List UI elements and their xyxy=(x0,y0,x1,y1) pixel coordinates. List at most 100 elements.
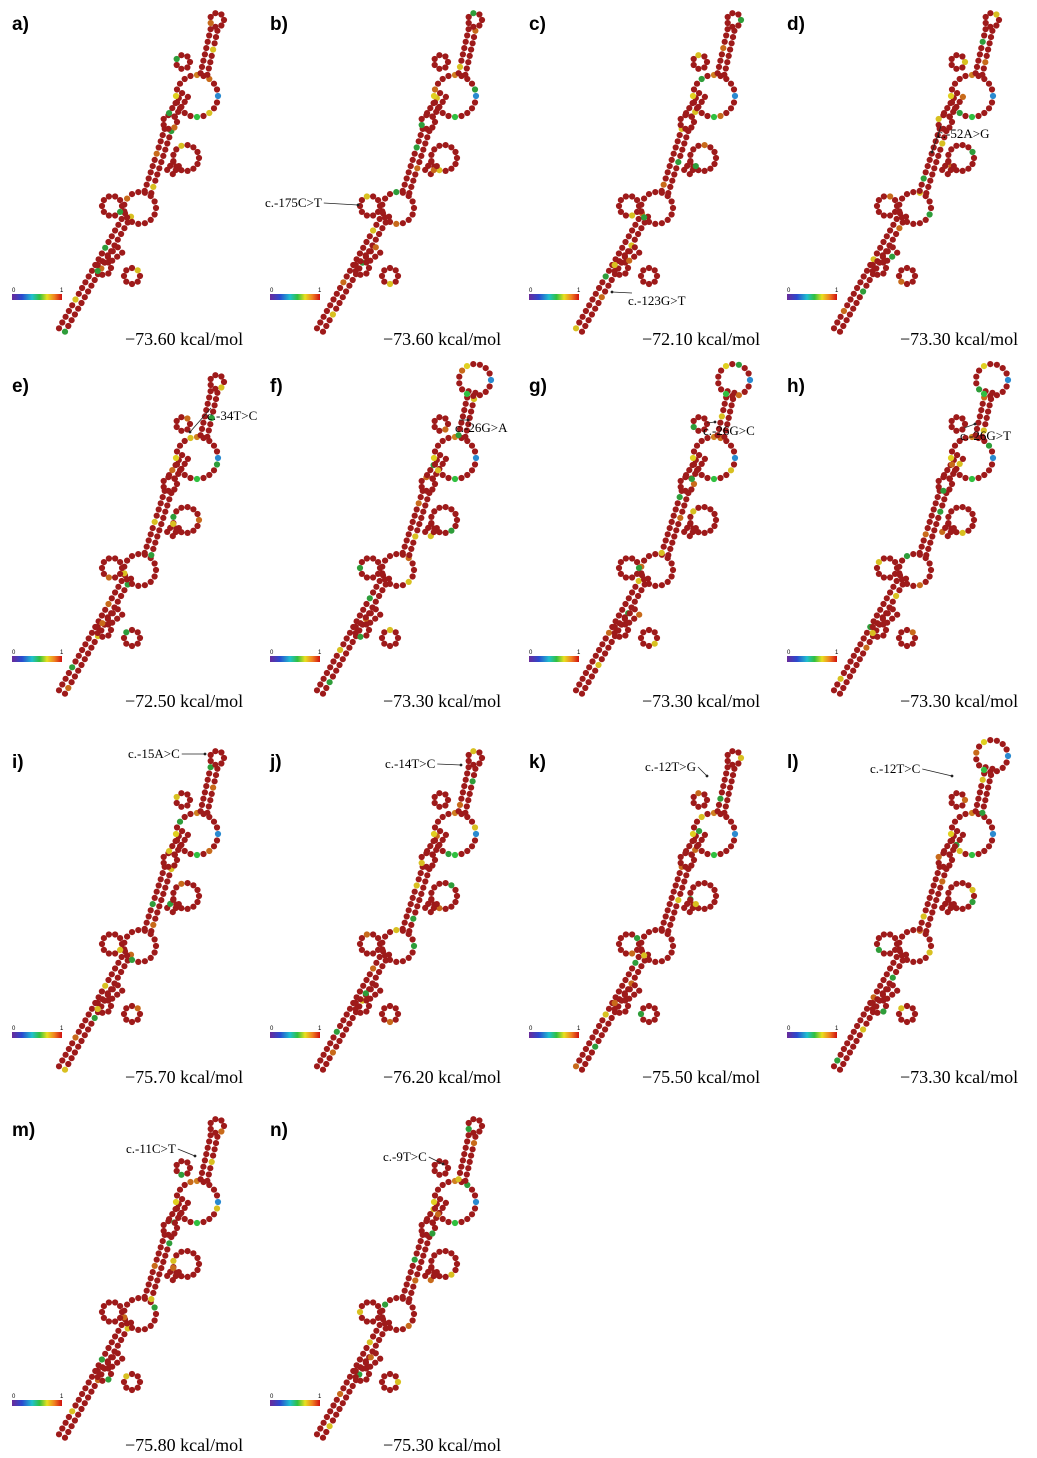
nucleotide xyxy=(214,830,222,838)
nucleotide xyxy=(592,1043,599,1050)
nucleotide xyxy=(393,189,400,196)
nucleotide xyxy=(207,1119,214,1127)
nucleotide xyxy=(690,508,697,515)
nucleotide xyxy=(468,843,476,850)
nucleotide xyxy=(212,385,219,392)
nucleotide xyxy=(836,1066,844,1073)
nucleotide xyxy=(887,193,894,200)
nucleotide xyxy=(372,606,379,613)
nucleotide xyxy=(377,1355,384,1362)
nucleotide xyxy=(927,539,934,546)
nucleotide xyxy=(664,907,671,914)
nucleotide xyxy=(343,1026,350,1033)
nucleotide xyxy=(959,791,966,798)
nucleotide xyxy=(85,1379,92,1386)
nucleotide xyxy=(212,396,220,403)
nucleotide xyxy=(576,681,583,688)
nucleotide xyxy=(393,582,400,589)
nucleotide xyxy=(211,40,218,47)
nucleotide xyxy=(448,1271,455,1278)
nucleotide xyxy=(634,197,641,204)
nucleotide xyxy=(75,667,82,674)
nucleotide xyxy=(381,1384,388,1391)
nucleotide xyxy=(375,935,382,942)
nucleotide xyxy=(439,847,446,855)
nucleotide xyxy=(675,897,682,904)
nucleotide xyxy=(715,801,723,808)
nucleotide xyxy=(944,843,951,850)
nucleotide xyxy=(201,51,208,58)
nucleotide xyxy=(735,361,742,368)
nucleotide xyxy=(717,795,724,802)
nucleotide xyxy=(688,486,695,493)
nucleotide xyxy=(187,112,194,120)
nucleotide xyxy=(722,427,729,434)
nucleotide xyxy=(370,574,377,581)
nucleotide xyxy=(909,640,916,647)
nucleotide xyxy=(339,1400,346,1407)
nucleotide xyxy=(118,577,125,585)
nucleotide xyxy=(124,576,131,583)
nucleotide xyxy=(631,974,638,981)
nucleotide xyxy=(343,1011,350,1018)
nucleotide xyxy=(956,437,963,445)
nucleotide xyxy=(68,1055,75,1062)
nucleotide xyxy=(360,244,367,251)
nucleotide xyxy=(128,1324,136,1331)
nucleotide xyxy=(728,402,735,409)
nucleotide xyxy=(366,971,373,978)
nucleotide xyxy=(899,195,906,202)
nucleotide xyxy=(160,483,167,491)
nucleotide xyxy=(471,461,479,468)
nucleotide xyxy=(893,577,900,585)
nucleotide xyxy=(372,1342,379,1349)
nucleotide xyxy=(899,576,906,583)
nucleotide xyxy=(184,455,191,462)
nucleotide xyxy=(98,250,105,257)
nucleotide xyxy=(466,790,473,797)
nucleotide xyxy=(707,506,714,513)
mutation-label: c.-11C>T xyxy=(126,1141,176,1156)
nucleotide xyxy=(115,583,122,590)
nucleotide xyxy=(357,1364,364,1371)
nucleotide xyxy=(408,183,415,190)
nucleotide xyxy=(461,45,468,52)
nucleotide xyxy=(693,818,701,825)
nucleotide xyxy=(673,165,680,172)
nucleotide xyxy=(616,996,623,1003)
nucleotide xyxy=(843,679,850,686)
nucleotide xyxy=(890,959,897,966)
nucleotide xyxy=(159,870,166,877)
nucleotide xyxy=(903,580,911,587)
nucleotide xyxy=(162,508,169,515)
nucleotide xyxy=(874,633,881,640)
nucleotide xyxy=(452,148,459,156)
nucleotide xyxy=(407,1269,414,1276)
nucleotide xyxy=(333,1396,340,1403)
nucleotide xyxy=(135,1326,142,1333)
nucleotide xyxy=(889,974,896,981)
nucleotide xyxy=(151,936,158,943)
nucleotide xyxy=(698,836,705,843)
nucleotide xyxy=(367,995,374,1002)
nucleotide xyxy=(954,452,961,459)
nucleotide xyxy=(200,1218,207,1226)
nucleotide xyxy=(969,898,976,906)
nucleotide xyxy=(933,897,940,904)
nucleotide xyxy=(431,99,439,106)
nucleotide xyxy=(470,34,478,41)
nucleotide xyxy=(442,415,449,422)
panel-label: g) xyxy=(529,376,547,397)
nucleotide xyxy=(173,837,181,844)
nucleotide xyxy=(445,1218,452,1226)
nucleotide xyxy=(337,646,344,654)
nucleotide xyxy=(121,963,128,970)
nucleotide xyxy=(975,419,982,426)
nucleotide xyxy=(853,299,860,307)
mutation-label: c.-12T>G xyxy=(645,759,696,774)
nucleotide xyxy=(164,502,171,509)
nucleotide xyxy=(360,1350,367,1357)
nucleotide xyxy=(151,1317,158,1324)
